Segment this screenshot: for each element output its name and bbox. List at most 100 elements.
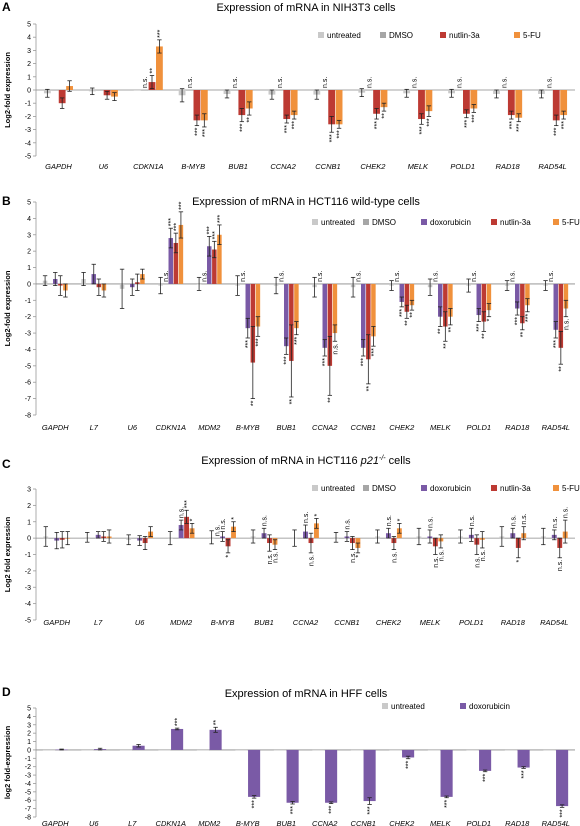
significance-label: ***	[561, 121, 568, 129]
category-label: RAD54L	[540, 618, 568, 627]
bar-DMSO	[90, 538, 96, 539]
bar-nutlin-3a	[173, 242, 179, 284]
significance-label: **	[381, 113, 388, 119]
significance-label: **	[404, 320, 411, 326]
legend-swatch	[553, 485, 559, 491]
y-tick-label: -6	[25, 798, 31, 805]
bar-5-FU	[515, 90, 523, 118]
bar-nutlin-3a	[250, 283, 256, 363]
y-tick-label: 2	[27, 61, 31, 68]
category-label: BUB1	[276, 423, 296, 432]
significance-label: n.s.	[433, 271, 440, 282]
bar-nutlin-3a	[238, 90, 246, 116]
significance-label: n.s.	[457, 77, 464, 88]
bar-nutlin-3a	[443, 283, 448, 327]
significance-label: **	[250, 400, 257, 406]
bar-untreated	[389, 749, 402, 751]
legend-swatch	[421, 485, 427, 491]
bar-nutlin-3a	[283, 90, 291, 120]
significance-label: ***	[217, 214, 224, 222]
significance-label: n.s.	[386, 515, 393, 526]
legend-swatch	[440, 32, 446, 38]
bar-DMSO	[47, 283, 53, 285]
category-label: L7	[90, 423, 99, 432]
chart-title: Expression of mRNA in HFF cells	[225, 688, 388, 700]
y-tick-label: 1	[27, 265, 31, 272]
bar-DMSO	[339, 538, 344, 539]
bar-DMSO	[355, 283, 361, 285]
significance-label: ***	[173, 223, 180, 231]
panel-B: B Expression of mRNA in HCT116 wild-type …	[2, 194, 580, 432]
y-tick-label: -1	[25, 101, 31, 108]
chart-title-part: cells	[386, 455, 412, 467]
bar-doxorubicin	[209, 729, 222, 750]
bar-DMSO	[240, 283, 245, 285]
significance-label: n.s.	[433, 556, 440, 567]
bar-DMSO	[463, 538, 469, 539]
bar-nutlin-3a	[404, 283, 410, 312]
category-label: CCNA2	[312, 423, 338, 432]
bar-doxorubicin	[479, 749, 492, 771]
bar-DMSO	[96, 90, 104, 91]
significance-label: n.s.	[391, 552, 398, 563]
bar-nutlin-3a	[520, 283, 525, 324]
bar-DMSO	[256, 538, 262, 539]
y-axis-label: log2 fold-expression	[3, 725, 12, 799]
chart-title-superscript: -/-	[379, 455, 386, 462]
significance-label: ***	[361, 358, 368, 366]
significance-label: n.s.	[563, 507, 570, 518]
significance-label: n.s.	[187, 77, 194, 88]
bar-5-FU	[409, 283, 415, 306]
significance-label: ***	[419, 126, 426, 134]
y-tick-label: -5	[25, 363, 31, 370]
legend-entry: untreated	[321, 218, 355, 227]
legend-entry: untreated	[327, 31, 361, 40]
bar-DMSO	[471, 283, 476, 285]
bar-DMSO	[275, 90, 283, 91]
bar-nutlin-3a	[289, 283, 294, 361]
significance-label: ***	[471, 114, 478, 122]
bar-5-FU	[200, 90, 208, 121]
category-label: CDKN1A	[156, 423, 186, 432]
bar-DMSO	[214, 538, 220, 539]
significance-label: ***	[483, 773, 490, 781]
legend-swatch	[363, 219, 369, 225]
legend-entry: doxorubicin	[430, 484, 471, 493]
bar-5-FU	[294, 283, 299, 329]
significance-label: *	[397, 518, 404, 521]
category-label: BUB1	[254, 618, 274, 627]
bar-DMSO	[548, 283, 553, 285]
category-label: POLD1	[450, 162, 475, 171]
legend-swatch	[380, 32, 386, 38]
bar-untreated	[158, 749, 171, 751]
bar-DMSO	[124, 283, 130, 285]
bar-5-FU	[290, 90, 298, 116]
y-tick-label: 3	[27, 232, 31, 239]
bar-DMSO	[545, 90, 553, 91]
bar-nutlin-3a	[212, 249, 217, 284]
significance-label: **	[289, 399, 296, 405]
bar-untreated	[196, 749, 209, 751]
bar-DMSO	[86, 283, 91, 285]
y-tick-label: -4	[25, 140, 31, 147]
legend-swatch	[553, 219, 559, 225]
category-label: U6	[135, 618, 145, 627]
significance-label: ***	[553, 340, 560, 348]
significance-label: ***	[294, 336, 301, 344]
bar-doxorubicin	[168, 238, 173, 284]
significance-label: ***	[464, 119, 471, 127]
bar-5-FU	[245, 90, 253, 109]
significance-label: n.s.	[279, 271, 286, 282]
category-label: MDM2	[170, 618, 193, 627]
significance-label: ***	[337, 130, 344, 138]
significance-label: n.s.	[501, 77, 508, 88]
y-tick-label: 5	[27, 706, 31, 713]
significance-label: **	[443, 343, 450, 349]
category-label: BUB1	[228, 162, 248, 171]
significance-label: n.s.	[332, 343, 339, 354]
legend-swatch	[312, 485, 318, 491]
bar-5-FU	[470, 90, 478, 109]
significance-label: **	[558, 366, 565, 372]
category-label: B-MYB	[236, 819, 260, 826]
significance-label: n.s.	[215, 525, 222, 536]
